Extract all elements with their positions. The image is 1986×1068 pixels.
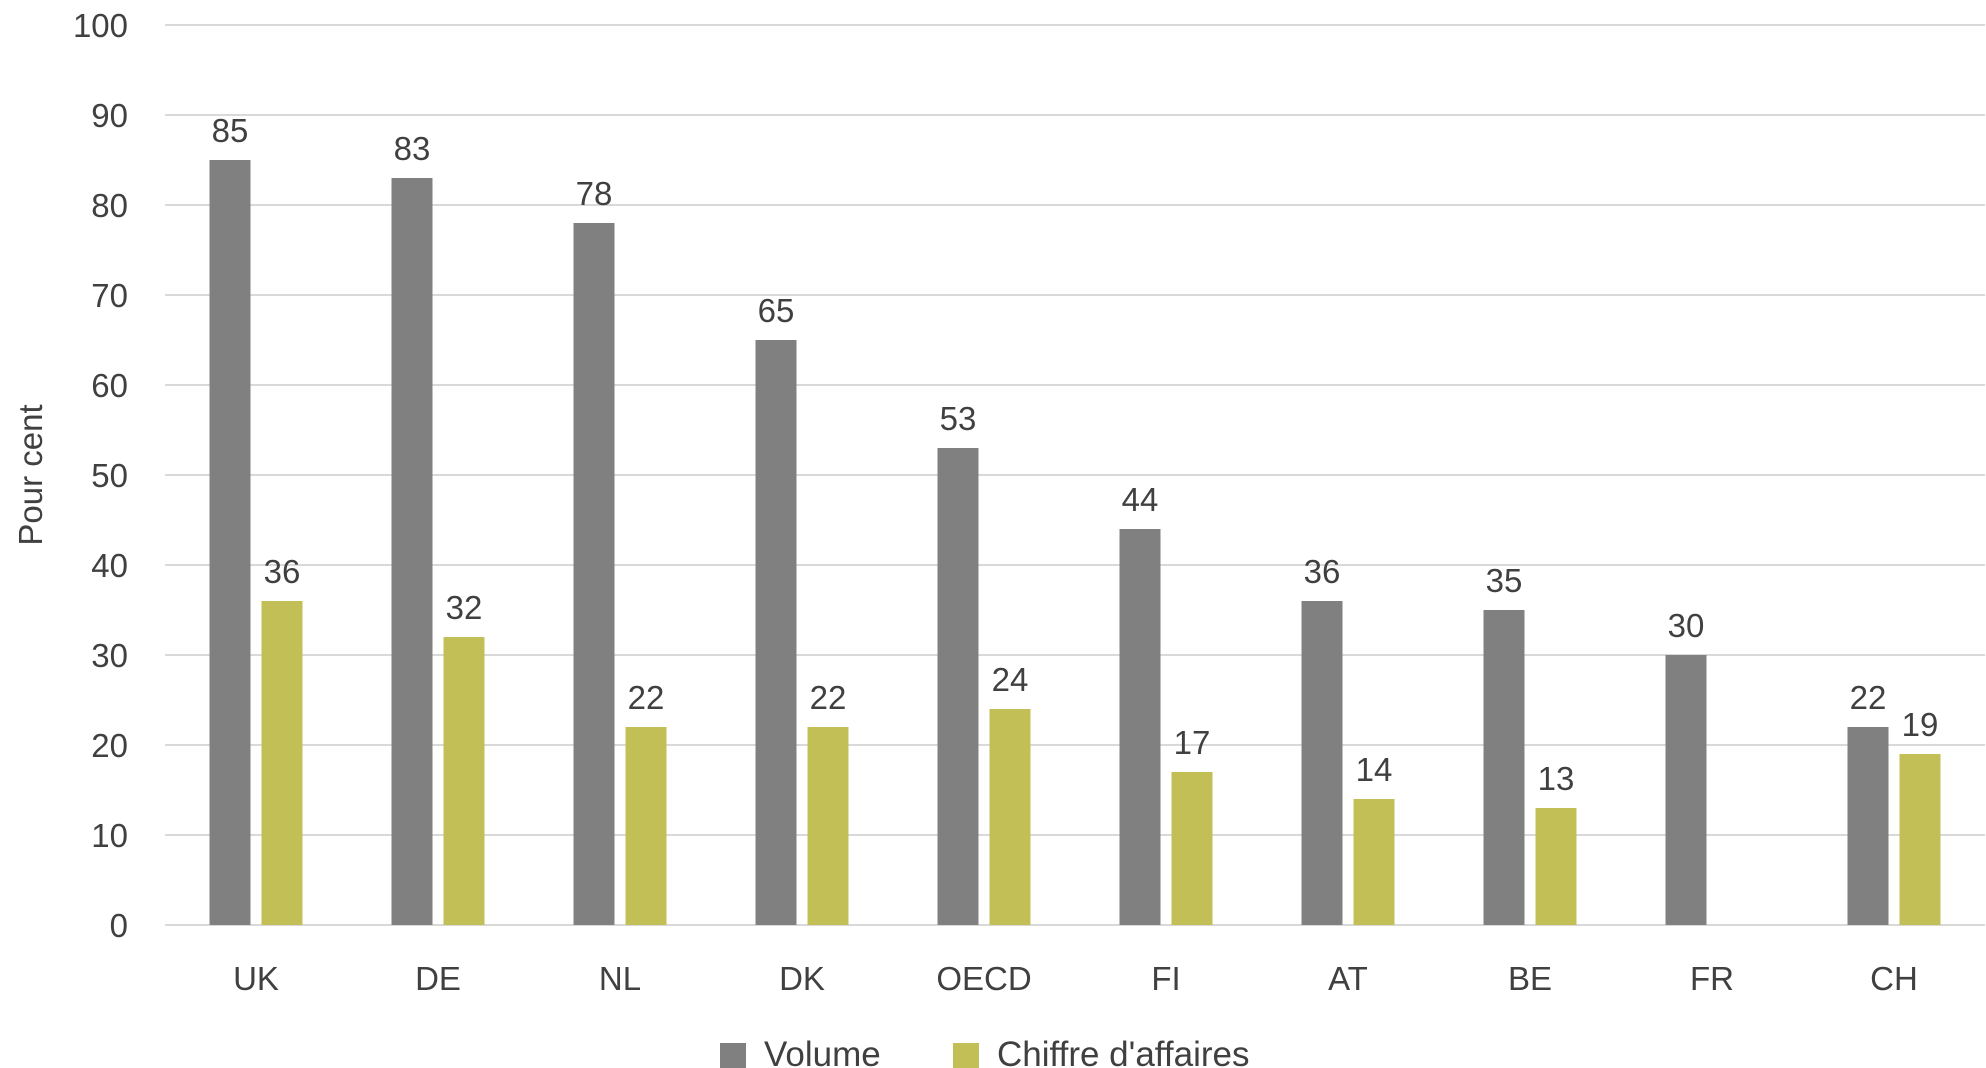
y-tick-label: 20 <box>91 727 128 764</box>
data-label: 36 <box>1304 553 1341 590</box>
y-tick-label: 90 <box>91 97 128 134</box>
bar-chiffre-affaires <box>989 709 1031 925</box>
bar-volume <box>1301 601 1343 925</box>
gridlines <box>165 24 1985 926</box>
bar-volume <box>1847 727 1889 925</box>
data-label: 36 <box>264 553 301 590</box>
legend: Volume Chiffre d'affaires <box>720 1035 1249 1068</box>
data-label: 44 <box>1122 481 1159 518</box>
y-tick-label: 0 <box>110 907 128 944</box>
y-tick-label: 60 <box>91 367 128 404</box>
data-label: 17 <box>1174 724 1211 761</box>
data-label: 65 <box>758 292 795 329</box>
data-label: 24 <box>992 661 1029 698</box>
x-tick-label: UK <box>233 960 279 997</box>
bar-volume <box>209 160 251 925</box>
x-tick-label: OECD <box>936 960 1031 997</box>
bar-chiffre-affaires <box>625 727 667 925</box>
bar-volume <box>391 178 433 925</box>
data-label: 83 <box>394 130 431 167</box>
x-tick-label: DE <box>415 960 461 997</box>
y-axis-title: Pour cent <box>12 404 49 545</box>
data-labels: 85 36 83 32 78 22 65 22 53 24 44 17 36 14 35 13 30 22 19 <box>212 112 1939 797</box>
bar-chiffre-affaires <box>443 637 485 925</box>
x-axis-ticks: UK DE NL DK OECD FI AT BE FR CH <box>233 960 1918 997</box>
y-axis-ticks: 0 10 20 30 40 50 60 70 80 90 100 <box>73 7 128 944</box>
bar-chiffre-affaires <box>1171 772 1213 925</box>
data-label: 35 <box>1486 562 1523 599</box>
legend-swatch <box>720 1043 746 1068</box>
data-label: 13 <box>1538 760 1575 797</box>
bar-volume <box>1483 610 1525 925</box>
y-tick-label: 40 <box>91 547 128 584</box>
data-label: 78 <box>576 175 613 212</box>
x-tick-label: DK <box>779 960 825 997</box>
y-tick-label: 30 <box>91 637 128 674</box>
bar-volume <box>1665 655 1707 925</box>
bar-chiffre-affaires <box>807 727 849 925</box>
y-tick-label: 70 <box>91 277 128 314</box>
bar-chiffre-affaires <box>261 601 303 925</box>
data-label: 22 <box>1850 679 1887 716</box>
y-tick-label: 100 <box>73 7 128 44</box>
bar-volume <box>1119 529 1161 925</box>
data-label: 53 <box>940 400 977 437</box>
data-label: 85 <box>212 112 249 149</box>
bar-volume <box>937 448 979 925</box>
data-label: 22 <box>810 679 847 716</box>
data-label: 30 <box>1668 607 1705 644</box>
legend-label: Chiffre d'affaires <box>997 1035 1249 1068</box>
bar-chiffre-affaires <box>1899 754 1941 925</box>
bar-volume <box>573 223 615 925</box>
data-label: 22 <box>628 679 665 716</box>
bars <box>209 160 1941 925</box>
bar-volume <box>755 340 797 925</box>
bar-chiffre-affaires <box>1535 808 1577 925</box>
data-label: 32 <box>446 589 483 626</box>
x-tick-label: NL <box>599 960 641 997</box>
y-tick-label: 50 <box>91 457 128 494</box>
y-tick-label: 10 <box>91 817 128 854</box>
x-tick-label: FI <box>1151 960 1180 997</box>
x-tick-label: FR <box>1690 960 1734 997</box>
x-tick-label: BE <box>1508 960 1552 997</box>
legend-swatch <box>953 1043 979 1068</box>
data-label: 19 <box>1902 706 1939 743</box>
y-tick-label: 80 <box>91 187 128 224</box>
x-tick-label: CH <box>1870 960 1918 997</box>
x-tick-label: AT <box>1328 960 1368 997</box>
bar-chiffre-affaires <box>1353 799 1395 925</box>
data-label: 14 <box>1356 751 1393 788</box>
legend-label: Volume <box>764 1035 881 1068</box>
